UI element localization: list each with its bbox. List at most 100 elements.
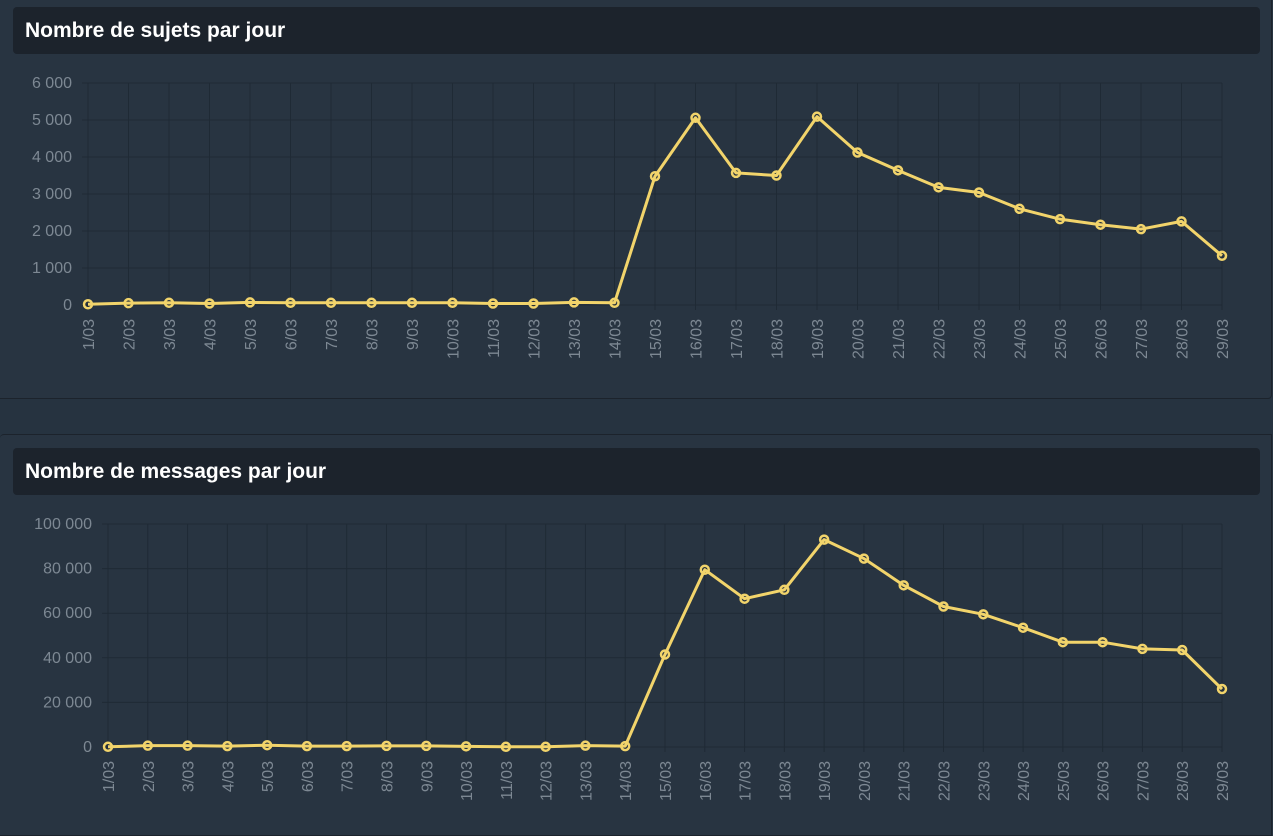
topics-data-point — [852, 147, 863, 158]
topics-xtick-label: 26/03 — [1094, 319, 1111, 359]
messages-data-point — [182, 740, 193, 751]
messages-data-point — [1176, 644, 1188, 656]
topics-xtick-label: 14/03 — [608, 319, 625, 359]
topics-data-point — [123, 297, 134, 309]
topics-xtick-label: 28/03 — [1175, 319, 1192, 359]
topics-xtick-label: 4/03 — [203, 319, 220, 350]
messages-xtick-label: 22/03 — [937, 761, 954, 801]
messages-data-point — [1137, 643, 1148, 655]
messages-xtick-label: 19/03 — [817, 761, 834, 801]
messages-xtick-label: 26/03 — [1096, 761, 1113, 801]
topics-xtick-label: 19/03 — [810, 319, 827, 359]
topics-line-chart: 0 1 000 2 000 3 000 4 000 5 000 6 000 1/03 2/03 3… — [32, 75, 1232, 359]
messages-data-point — [1097, 636, 1108, 648]
messages-data-point — [261, 739, 273, 751]
messages-ytick-label: 20 000 — [43, 694, 92, 711]
topics-xtick-label: 3/03 — [162, 319, 179, 350]
topics-data-point — [1216, 250, 1228, 262]
messages-data-point — [580, 740, 591, 751]
topics-data-point — [487, 298, 499, 309]
topics-data-point — [82, 299, 94, 310]
topics-data-point — [204, 298, 215, 309]
topics-xtick-label: 6/03 — [284, 319, 301, 350]
topics-chart-panel: Nombre de sujets par jour 0 1 000 2 000 3 0… — [0, 0, 1272, 399]
messages-xtick-label: 25/03 — [1056, 761, 1073, 801]
topics-xtick-label: 29/03 — [1215, 319, 1232, 359]
messages-ytick-label: 0 — [83, 739, 92, 756]
messages-ytick-label: 60 000 — [43, 605, 92, 622]
messages-data-point — [818, 534, 830, 545]
topics-data-point — [285, 297, 296, 309]
messages-xtick-label: 16/03 — [698, 761, 715, 801]
messages-data-point — [421, 740, 432, 752]
messages-chart-panel: Nombre de messages par jour 0 20 000 40 00… — [0, 434, 1272, 836]
topics-xtick-label: 20/03 — [851, 319, 868, 359]
topics-xtick-label: 27/03 — [1134, 319, 1151, 359]
topics-data-point — [730, 167, 742, 179]
messages-data-point — [978, 609, 989, 620]
topics-ytick-label: 3 000 — [32, 186, 72, 203]
topics-ytick-label: 1 000 — [32, 260, 72, 277]
topics-xtick-label: 11/03 — [486, 319, 503, 358]
messages-data-point — [222, 740, 233, 752]
messages-xtick-label: 11/03 — [499, 761, 516, 800]
topics-data-point — [366, 297, 377, 309]
topics-data-point — [447, 297, 458, 309]
topics-ytick-label: 5 000 — [32, 112, 72, 129]
messages-ytick-label: 80 000 — [43, 561, 92, 578]
topics-xtick-label: 8/03 — [365, 319, 382, 350]
topics-xtick-label: 12/03 — [527, 319, 544, 359]
topics-grid — [82, 82, 1223, 310]
messages-xtick-label: 24/03 — [1016, 761, 1033, 801]
topics-data-point — [325, 297, 337, 309]
messages-xtick-label: 1/03 — [101, 761, 118, 792]
topics-xtick-label: 25/03 — [1053, 319, 1070, 359]
messages-data-point — [1057, 636, 1069, 648]
topics-xtick-label: 21/03 — [891, 319, 908, 359]
topics-data-point — [1095, 219, 1106, 230]
messages-data-point — [779, 584, 790, 596]
messages-xtick-label: 29/03 — [1215, 761, 1232, 801]
messages-xtick-label: 8/03 — [380, 761, 397, 792]
topics-xtick-label: 16/03 — [689, 319, 706, 359]
topics-xtick-label: 10/03 — [446, 319, 463, 359]
messages-xtick-label: 3/03 — [181, 761, 198, 792]
messages-xtick-label: 2/03 — [141, 761, 158, 792]
topics-xtick-label: 9/03 — [405, 319, 422, 350]
topics-xtick-label: 13/03 — [567, 319, 584, 359]
topics-data-point — [528, 298, 539, 309]
topics-data-point — [811, 111, 823, 122]
messages-xtick-label: 17/03 — [738, 761, 755, 801]
topics-data-point — [244, 297, 256, 308]
topics-xtick-label: 1/03 — [81, 319, 98, 350]
messages-xtick-label: 18/03 — [777, 761, 794, 801]
messages-xtick-label: 7/03 — [340, 761, 357, 792]
topics-data-point — [771, 170, 782, 181]
messages-chart-title: Nombre de messages par jour — [13, 448, 1260, 495]
topics-data-point — [649, 170, 661, 182]
topics-series-line — [87, 115, 1223, 306]
messages-data-point — [659, 649, 671, 660]
messages-line-chart: 0 20 000 40 000 60 000 80 000 100 000 1/03 2/03… — [34, 516, 1232, 801]
messages-xtick-label: 4/03 — [220, 761, 237, 792]
messages-xtick-label: 13/03 — [578, 761, 595, 801]
messages-data-point — [938, 601, 949, 612]
messages-data-point — [381, 740, 392, 752]
topics-xtick-label: 23/03 — [972, 319, 989, 359]
topics-xtick-label: 5/03 — [243, 319, 260, 350]
topics-data-point — [690, 112, 701, 124]
topics-data-point — [892, 165, 904, 176]
topics-chart-title: Nombre de sujets par jour — [13, 7, 1260, 54]
messages-data-point — [739, 593, 750, 604]
messages-data-point — [1216, 683, 1228, 695]
topics-data-point — [973, 187, 985, 198]
topics-data-point — [1176, 216, 1187, 227]
messages-xtick-label: 12/03 — [539, 761, 556, 801]
messages-data-point — [619, 740, 631, 752]
messages-data-point — [898, 580, 909, 591]
messages-data-point — [699, 564, 711, 575]
messages-data-point — [301, 740, 313, 752]
topics-data-point — [933, 182, 944, 193]
topics-data-point — [406, 297, 418, 309]
messages-data-point — [142, 740, 154, 751]
